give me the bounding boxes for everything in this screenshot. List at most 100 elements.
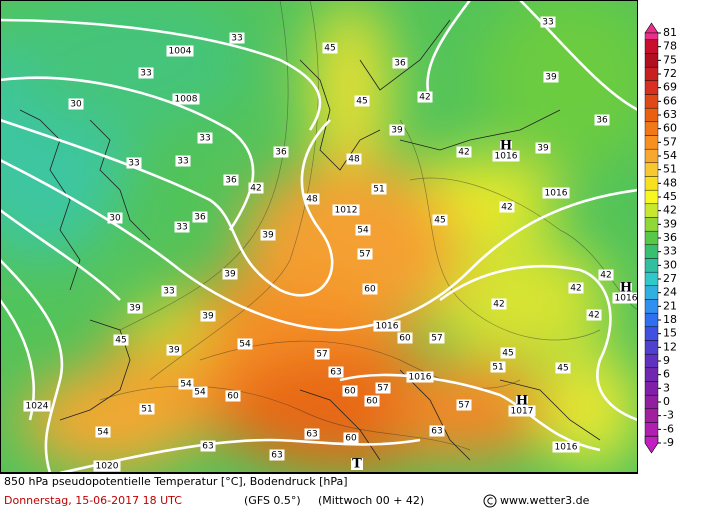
pressure-center-value: 1017: [511, 407, 534, 417]
contour-label: 39: [537, 144, 549, 154]
colorbar-step: [644, 326, 659, 341]
contour-label-box: [586, 309, 602, 321]
contour-label-box: [260, 229, 276, 241]
isobar-label-box: [542, 187, 570, 199]
contour-label: 60: [345, 434, 357, 444]
contour-label: 51: [141, 405, 152, 415]
pressure-center-symbol: H: [620, 281, 632, 296]
colorbar-tick-label: 33: [663, 245, 677, 258]
colorbar-tick-label: 12: [663, 340, 677, 353]
footer-date: Donnerstag, 15-06-2017 18 UTC: [4, 494, 182, 507]
copyright-icon-c: [487, 497, 493, 505]
contour-label: 54: [180, 380, 192, 390]
contour-label: 33: [177, 157, 188, 167]
pressure-center-value-box: [612, 292, 638, 304]
contour-label: 33: [542, 18, 553, 28]
contour-label-box: [223, 174, 239, 186]
colorbar-tick-label: -9: [663, 436, 674, 449]
colorbar-tick-label: 45: [663, 190, 677, 203]
colorbar-tick-label: 42: [663, 204, 677, 217]
colorbar-step: [644, 94, 659, 109]
contour-label-box: [491, 298, 507, 310]
contour-label: 57: [458, 401, 469, 411]
isobar-label: 1020: [96, 462, 119, 472]
contour-label: 48: [306, 195, 318, 205]
contour-label-box: [273, 146, 289, 158]
contour-label: 42: [419, 93, 430, 103]
colorbar-step: [644, 271, 659, 287]
contour-label: 45: [434, 216, 445, 226]
contour-label: 54: [97, 428, 109, 438]
contour-label-box: [178, 378, 194, 390]
pressure-center-symbol: H: [516, 394, 528, 409]
isobar-label: 1016: [409, 373, 432, 383]
copyright-icon: [483, 494, 497, 508]
contour-label: 33: [199, 134, 210, 144]
footer-run: (Mittwoch 00 + 42): [318, 494, 424, 507]
colorbar-tick-label: 48: [663, 176, 677, 189]
contour-label: 51: [373, 185, 384, 195]
isobar-label: 1016: [545, 189, 568, 199]
pressure-center-value: 1016: [615, 294, 638, 304]
colorbar-tick-label: 27: [663, 272, 677, 285]
colorbar-step: [644, 39, 659, 54]
colorbar-step: [644, 394, 659, 410]
contour-label-box: [499, 201, 515, 213]
contour-label: 42: [501, 203, 512, 213]
contour-label: 45: [115, 336, 126, 346]
contour-label-box: [364, 395, 380, 407]
contour-label: 48: [348, 155, 360, 165]
contour-label-box: [68, 98, 84, 110]
contour-label-box: [322, 42, 338, 54]
contour-label: 42: [588, 311, 599, 321]
isobar-label-box: [552, 441, 580, 453]
contour-label-box: [200, 440, 216, 452]
contour-label: 45: [557, 364, 568, 374]
colorbar-tick-label: 69: [663, 81, 677, 94]
contour-label: 60: [366, 397, 378, 407]
isobar-label: 1016: [555, 443, 578, 453]
isobar-label-box: [332, 204, 360, 216]
contour-label-box: [598, 269, 614, 281]
contour-label-box: [535, 142, 551, 154]
contour-label-box: [555, 362, 571, 374]
colorbar-tick-label: 81: [663, 26, 677, 39]
colorbar-step: [644, 189, 659, 205]
pressure-center-value: 1016: [495, 152, 518, 162]
contour-label-box: [304, 193, 320, 205]
contour-label-box: [248, 182, 264, 194]
contour-label: 60: [344, 387, 356, 397]
colorbar-tick-label: 66: [663, 94, 677, 107]
footer-source[interactable]: www.wetter3.de: [500, 494, 590, 507]
contour-label: 42: [458, 148, 469, 158]
pressure-center-symbol: T: [352, 457, 362, 472]
isobar-label: 1012: [335, 206, 358, 216]
isobar-label: 1008: [175, 95, 198, 105]
contour-label: 60: [364, 285, 376, 295]
colorbar-step: [644, 162, 659, 177]
contour-label: 54: [239, 340, 251, 350]
pressure-center-symbol: H: [500, 139, 512, 154]
colorbar-step: [644, 381, 659, 396]
colorbar-step: [644, 135, 659, 150]
colorbar-tick-label: 39: [663, 217, 677, 230]
colorbar-step: [644, 203, 659, 218]
colorbar-step: [644, 244, 659, 259]
contour-label: 42: [250, 184, 261, 194]
contour-label: 36: [225, 176, 237, 186]
contour-label-box: [432, 214, 448, 226]
isobar-label: 1024: [26, 402, 49, 412]
colorbar-step: [644, 148, 659, 164]
colorbar-step: [644, 80, 659, 95]
contour-label: 39: [262, 231, 274, 241]
contour-label: 42: [493, 300, 504, 310]
contour-label: 33: [140, 69, 151, 79]
contour-label-box: [342, 385, 358, 397]
contour-label: 63: [271, 451, 282, 461]
pressure-center-symbol-box: [620, 282, 632, 294]
isobar-label-box: [172, 93, 200, 105]
contour-label-box: [375, 382, 391, 394]
contour-label-box: [417, 91, 433, 103]
colorbar-step: [644, 107, 659, 123]
